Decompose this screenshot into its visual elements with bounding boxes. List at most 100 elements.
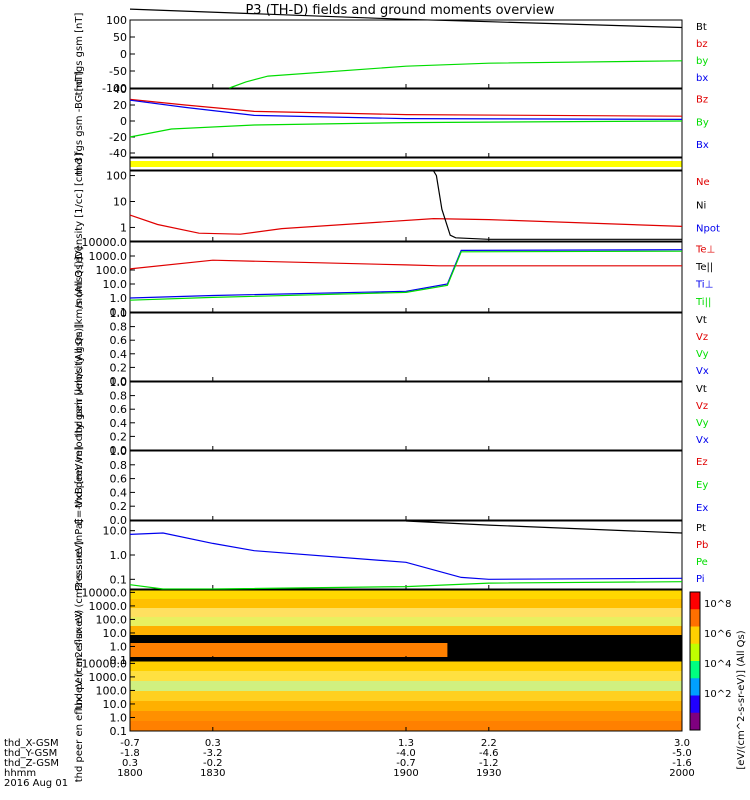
series-line-pi [129,532,683,580]
legend-entry: Ti|| [695,297,711,308]
legend-entry: Ey [696,480,708,491]
legend-entry: Ez [696,457,708,468]
spectrogram-band [130,701,682,712]
y-tick-label: 0.0 [110,514,128,527]
y-tick-label: 50 [113,31,127,44]
colorbar-label: [eV/(cm^2-s-sr-eV)] (All Qs) [736,630,747,769]
spectrogram-band [130,661,682,672]
y-tick-label: 10000.0 [82,586,128,599]
x-tick-label: 0.3 [122,758,138,769]
x-tick-label: 3.0 [674,738,690,749]
series-line-bt [129,8,683,29]
legend-entry: Pt [696,523,706,534]
series-line-ti [129,250,683,301]
y-axis-label: thd peir velocity gsm [km/s (All Qs)] [74,257,85,438]
legend-entry: Vt [696,384,707,395]
y-tick-label: 0.2 [110,361,128,374]
x-tick-label: -3.2 [203,748,223,759]
x-tick-label: -0.7 [120,738,140,749]
legend-entry: Vx [696,435,709,446]
spectrogram-band [130,643,448,657]
legend-entry: Bx [696,140,709,151]
x-tick-label: 1830 [200,768,225,779]
y-tick-label: 0.4 [110,417,128,430]
y-tick-label: 40 [113,83,127,96]
y-tick-label: 1.0 [110,549,128,562]
y-tick-label: -40 [109,147,127,160]
series-line-te [129,259,682,270]
spectrogram-band [130,626,682,635]
legend-entry: Bt [696,22,707,33]
legend-entry: Vt [696,315,707,326]
y-tick-label: 0 [120,115,127,128]
y-tick-label: 0.1 [110,573,128,586]
y-tick-label: 0.1 [110,306,128,319]
spectrogram-band [130,681,682,692]
series-line-bx [129,99,683,120]
legend-entry: Vy [696,418,709,429]
y-tick-label: 10.0 [103,698,128,711]
series-line-ni [433,170,682,240]
y-tick-label: -50 [109,65,127,78]
panel-frame [129,312,683,382]
y-tick-label: 10000.0 [82,236,128,249]
x-tick-label: 2.2 [481,738,497,749]
panel-frame [129,170,683,242]
y-tick-label: 100.0 [96,264,128,277]
y-tick-label: 0.8 [110,321,128,334]
legend-entry: Te⊥ [695,245,715,256]
y-tick-label: -100 [102,82,127,95]
y-axis-label: thd peer en eflux eV (cm2-s-sr-eV) [74,610,85,783]
x-tick-label: 2000 [669,768,694,779]
y-tick-label: 1 [120,221,127,234]
y-tick-label: 1.0 [110,640,128,653]
y-tick-label: 0.4 [110,348,128,361]
legend-entry: Ni [696,200,706,211]
panel-frame [129,381,683,451]
x-tick-label: 1900 [393,768,418,779]
y-axis-label: Pressure [nPa] [74,519,85,591]
colorbar-segment [690,643,700,662]
y-tick-label: 10000.0 [82,657,128,670]
panel-frame [129,241,683,313]
y-axis-label: thd peir en eflux eV (cm2-s-sr-eV) [74,540,85,709]
series-line-pt [405,520,683,534]
legend-entry: Pi [696,574,705,585]
y-tick-label: 0.2 [110,430,128,443]
spectrogram-band [130,721,682,732]
y-axis-label: thd fgs gsm [nT] [74,13,85,96]
y-tick-label: 1.0 [110,711,128,724]
y-axis-label: Density [1/cc] [cm-3] [74,153,85,259]
panel-frame [129,157,683,171]
y-tick-label: 20 [113,99,127,112]
legend-entry: Ne [696,177,710,188]
orbit-row-label: thd_Z-GSM [4,758,59,769]
series-line-pe [129,581,683,590]
series-line-ne [129,214,683,235]
colorbar-segment [690,695,700,714]
colorbar-segment [690,609,700,627]
x-tick-label: -1.2 [479,758,499,769]
spectrogram-band [130,691,682,702]
legend-entry: Te|| [695,262,713,273]
colorbar-segment [690,678,700,696]
y-tick-label: 1000.0 [89,671,128,684]
x-tick-label: 0.3 [205,738,221,749]
legend-entry: Vx [696,366,709,377]
y-tick-label: 1.0 [110,445,128,458]
y-tick-label: 1.0 [110,292,128,305]
plot-title: P3 (TH-D) fields and ground moments over… [245,3,554,18]
x-tick-label: 1930 [476,768,501,779]
legend-entry: Vz [696,401,708,412]
legend-entry: Ex [696,503,708,514]
y-tick-label: 10.0 [103,627,128,640]
y-tick-label: 1.0 [110,376,128,389]
y-axis-label: thd fgs gsm -BG [nT] [74,71,85,175]
spectrogram-band [130,608,682,617]
spectrogram-band [130,590,682,599]
x-tick-label: -5.0 [672,748,692,759]
y-tick-label: 0.1 [110,725,128,738]
y-tick-label: 0.4 [110,486,128,499]
legend-entry: Bz [696,95,708,106]
